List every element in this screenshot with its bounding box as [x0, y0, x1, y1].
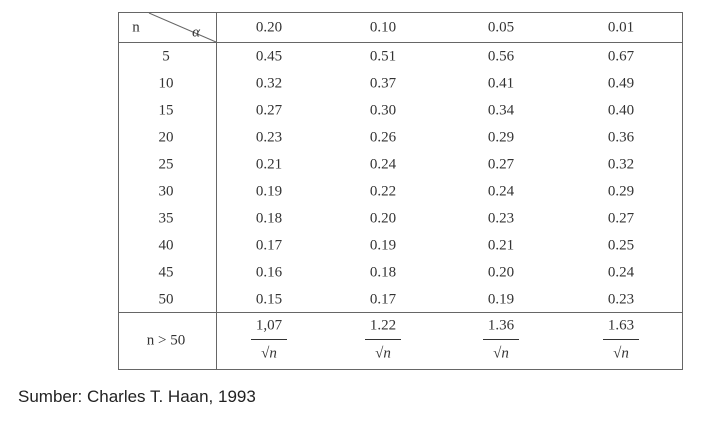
critical-value: 0.24 — [487, 183, 515, 199]
critical-value: 0.18 — [255, 210, 283, 226]
row-n: 5 — [162, 48, 170, 64]
column-divider — [216, 13, 217, 369]
critical-value: 0.17 — [255, 237, 283, 253]
critical-value: 0.15 — [255, 291, 283, 307]
header-alpha-value: 0.10 — [369, 19, 397, 36]
fraction-bar — [603, 339, 639, 340]
fraction-bar — [365, 339, 401, 340]
fraction-bar — [483, 339, 519, 340]
critical-value: 0.27 — [607, 210, 635, 226]
diagonal-line — [148, 13, 217, 43]
critical-value: 0.21 — [255, 156, 283, 172]
row-n: 35 — [158, 210, 174, 226]
critical-value: 0.36 — [607, 129, 635, 145]
critical-value: 0.19 — [255, 183, 283, 199]
critical-value: 0.41 — [487, 75, 515, 91]
denominator: √n — [261, 345, 277, 362]
critical-value: 0.24 — [607, 264, 635, 280]
denominator: √n — [613, 345, 629, 362]
critical-value: 0.27 — [487, 156, 515, 172]
critical-value: 0.51 — [369, 48, 397, 64]
critical-value: 0.18 — [369, 264, 397, 280]
row-n: 20 — [158, 129, 174, 145]
header-alpha-value: 0.01 — [607, 19, 635, 36]
row-n: 50 — [158, 291, 174, 307]
header-diagonal — [148, 13, 217, 43]
critical-value: 0.29 — [487, 129, 515, 145]
critical-value: 0.40 — [607, 102, 635, 118]
source-note: Sumber: Charles T. Haan, 1993 — [18, 387, 256, 406]
critical-value: 0.56 — [487, 48, 515, 64]
critical-value: 0.49 — [607, 75, 635, 91]
critical-value: 0.22 — [369, 183, 397, 199]
row-n: 25 — [158, 156, 174, 172]
numerator: 1,07 — [255, 317, 283, 334]
critical-value: 0.23 — [487, 210, 515, 226]
critical-value: 0.23 — [607, 291, 635, 307]
fraction-bar — [251, 339, 287, 340]
critical-value: 0.37 — [369, 75, 397, 91]
header-divider — [119, 42, 682, 43]
table: n α 0.20 0.10 0.05 0.01 5 0.45 0.51 0.56 0.67 10 0.3… — [118, 12, 683, 370]
numerator: 1.22 — [369, 317, 397, 334]
critical-value: 0.29 — [607, 183, 635, 199]
critical-value: 0.20 — [487, 264, 515, 280]
row-n: 40 — [158, 237, 174, 253]
header-alpha-value: 0.20 — [255, 19, 283, 36]
critical-value: 0.45 — [255, 48, 283, 64]
critical-value: 0.30 — [369, 102, 397, 118]
critical-value: 0.20 — [369, 210, 397, 226]
row-divider — [119, 312, 682, 313]
denominator: √n — [493, 345, 509, 362]
row-n: 45 — [158, 264, 174, 280]
row-n: 15 — [158, 102, 174, 118]
header-n: n — [132, 19, 140, 36]
header-alpha-value: 0.05 — [487, 19, 515, 36]
row-n: 30 — [158, 183, 174, 199]
numerator: 1.36 — [487, 317, 515, 334]
critical-value: 0.32 — [255, 75, 283, 91]
critical-value: 0.67 — [607, 48, 635, 64]
critical-value: 0.19 — [487, 291, 515, 307]
row-n: 10 — [158, 75, 174, 91]
critical-value: 0.17 — [369, 291, 397, 307]
critical-value: 0.26 — [369, 129, 397, 145]
critical-value: 0.32 — [607, 156, 635, 172]
header-alpha: α — [192, 24, 200, 41]
numerator: 1.63 — [607, 317, 635, 334]
critical-value: 0.21 — [487, 237, 515, 253]
critical-value: 0.23 — [255, 129, 283, 145]
denominator: √n — [375, 345, 391, 362]
critical-value: 0.19 — [369, 237, 397, 253]
large-n-label: n > 50 — [146, 332, 186, 349]
critical-value: 0.34 — [487, 102, 515, 118]
critical-value: 0.24 — [369, 156, 397, 172]
critical-value: 0.25 — [607, 237, 635, 253]
critical-value: 0.27 — [255, 102, 283, 118]
critical-value: 0.16 — [255, 264, 283, 280]
